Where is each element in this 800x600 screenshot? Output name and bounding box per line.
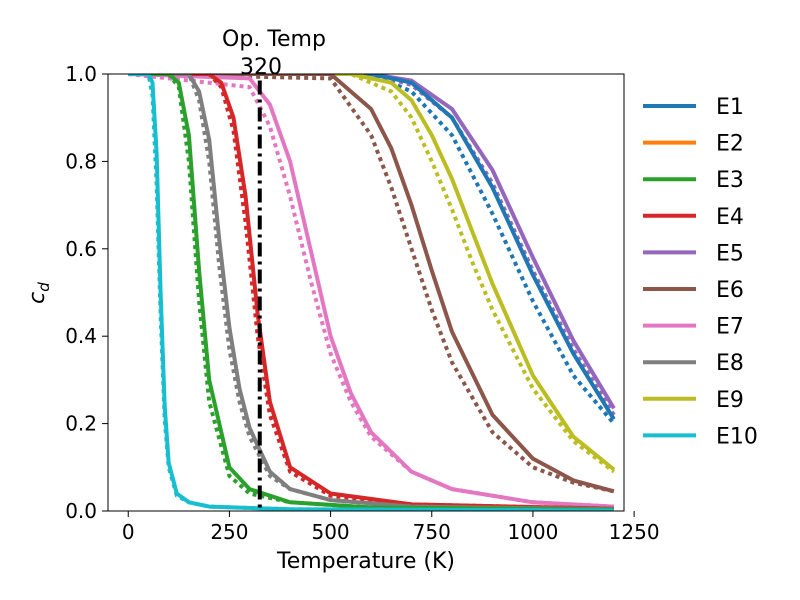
y-axis: 0.0 0.2 0.4 0.6 0.8 1.0 xyxy=(65,62,108,523)
op-temp-label: Op. Temp xyxy=(222,27,326,52)
y-tick-label: 0.6 xyxy=(65,237,97,261)
legend-label-e5: E5 xyxy=(716,241,744,266)
series-e3-model-line xyxy=(128,74,614,511)
series-e1-reference-line xyxy=(128,74,616,425)
legend-label-e4: E4 xyxy=(716,205,744,230)
legend-label-e1: E1 xyxy=(716,95,744,120)
plot-frame xyxy=(107,73,625,512)
legend-label-e7: E7 xyxy=(716,315,744,340)
y-tick-label: 0.8 xyxy=(65,149,97,173)
x-axis: 0 250 500 750 1000 1250 xyxy=(122,511,660,544)
y-tick-label: 1.0 xyxy=(65,62,97,86)
x-tick-label: 0 xyxy=(122,520,135,544)
x-tick-label: 1250 xyxy=(609,520,660,544)
legend-label-e8: E8 xyxy=(716,351,744,376)
series-e9-reference-line xyxy=(128,74,616,474)
legend-label-e9: E9 xyxy=(716,388,744,413)
op-temp-value: 320 xyxy=(240,55,282,80)
x-axis-label: Temperature (K) xyxy=(276,549,455,574)
series-e5-reference-line xyxy=(128,74,616,416)
y-tick-label: 0.4 xyxy=(65,324,97,348)
series-e8-model-line xyxy=(128,74,614,511)
series-e7-reference-line xyxy=(127,74,615,509)
legend-label-e10: E10 xyxy=(716,424,758,449)
legend-label-e6: E6 xyxy=(716,278,744,303)
y-tick-label: 0.0 xyxy=(65,499,97,523)
legend-label-e3: E3 xyxy=(716,168,744,193)
y-tick-label: 0.2 xyxy=(65,412,97,436)
x-tick-label: 500 xyxy=(311,520,349,544)
series-e6-model-line xyxy=(128,74,615,494)
legend: E1 E2 E3 E4 E5 E6 E7 E8 E9 E10 xyxy=(643,95,758,449)
legend-label-e2: E2 xyxy=(716,132,744,157)
series-e1-model-line xyxy=(128,74,616,421)
y-axis-label: cd xyxy=(25,282,53,304)
series-e4-model-line xyxy=(128,74,614,511)
series-layer xyxy=(127,74,616,511)
series-e6-reference-line xyxy=(128,74,615,494)
x-tick-label: 750 xyxy=(413,520,451,544)
x-tick-label: 250 xyxy=(210,520,248,544)
series-e10-model-line xyxy=(128,74,614,511)
series-e7-model-line xyxy=(128,74,615,509)
series-e9-model-line xyxy=(128,74,616,472)
x-tick-label: 1000 xyxy=(507,520,558,544)
